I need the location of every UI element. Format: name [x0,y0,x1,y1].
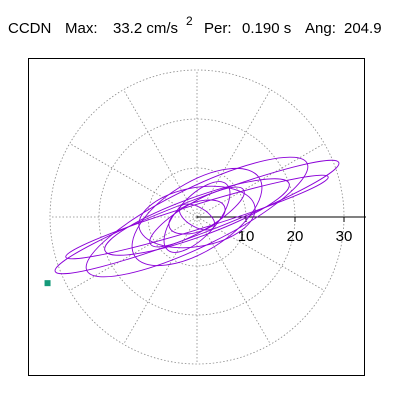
period-value: 0.190 s [242,20,292,37]
radial-tick-label-20: 20 [287,228,304,245]
grid-spoke-60 [196,89,271,218]
grid-spoke-300 [196,216,271,345]
trace-orbit-3 [85,156,309,278]
angle-label: Ang: [305,20,336,37]
trace-orbit-4 [104,178,290,256]
marker-layer [44,280,51,287]
grid-spoke-120 [123,89,198,218]
trace-orbit-5 [131,167,263,267]
grid-spoke-150 [69,143,198,218]
angle-value: 204.9 [344,20,382,37]
max-unit-exponent: 2 [186,14,193,28]
max-label: Max: [65,20,98,37]
trace-orbit-6 [138,185,256,249]
trace-orbit-9 [178,203,216,231]
radial-axis: 10 20 30 [197,216,366,245]
chart-header: CCDN Max: 33.2 cm/s 2 Per: 0.190 s Ang: … [0,0,400,50]
start-marker [44,280,51,287]
hodogram-plot: 10 20 30 [44,69,366,365]
plot-frame: 10 20 30 [28,58,366,376]
grid-spoke-240 [123,216,198,345]
radial-tick-label-10: 10 [238,228,255,245]
radial-tick-label-30: 30 [336,228,353,245]
motion-trace [54,156,340,278]
trace-orbit-1 [54,159,340,275]
max-value: 33.2 cm/s [113,20,179,37]
trace-orbit-7 [163,181,231,253]
station-code: CCDN [8,20,52,37]
grid-spoke-330 [196,216,325,291]
trace-orbit-10 [149,186,245,248]
period-label: Per: [204,20,232,37]
